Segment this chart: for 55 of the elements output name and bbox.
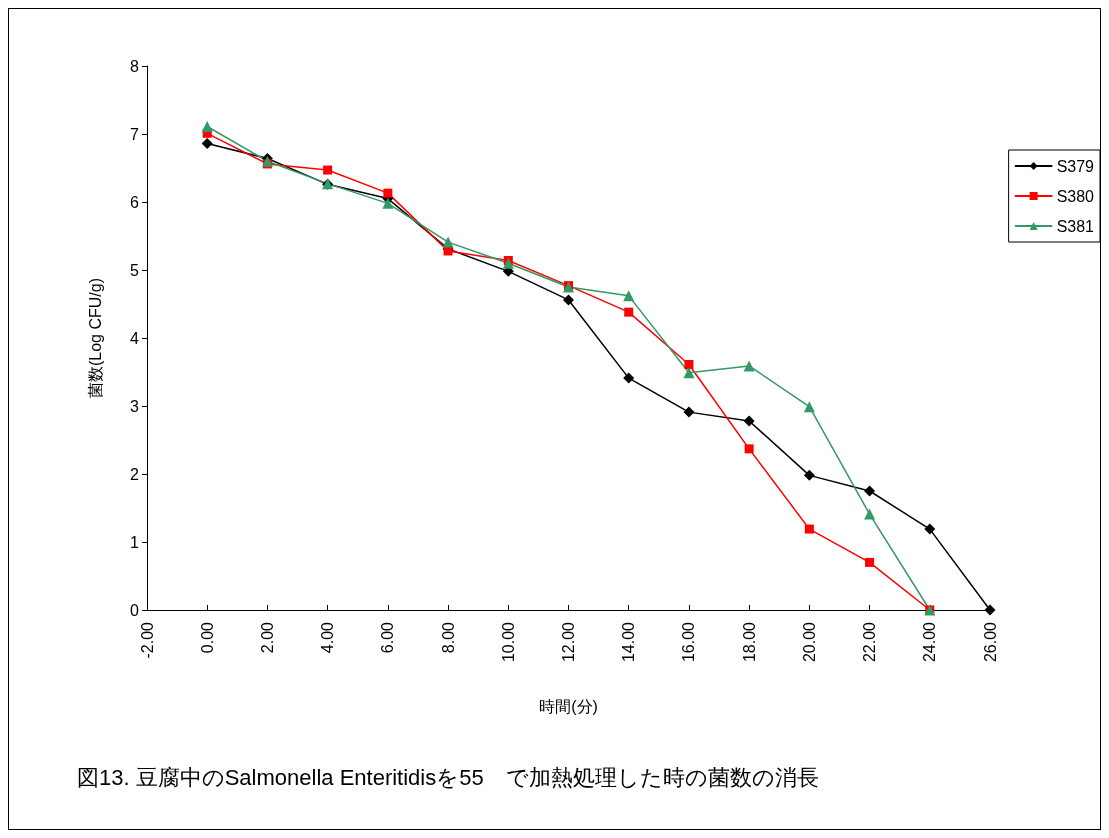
x-tick-label: -2.00 — [138, 621, 156, 659]
point — [864, 508, 876, 520]
x-tick-label: 2.00 — [258, 621, 276, 654]
point — [683, 406, 695, 418]
point — [383, 188, 393, 198]
x-tick-label: 12.00 — [560, 621, 577, 663]
x-tick-label: 8.00 — [439, 621, 457, 654]
x-tick-label: 14.00 — [620, 621, 638, 663]
point — [743, 360, 755, 372]
point — [623, 372, 635, 384]
x-tick-label: 16.00 — [680, 621, 698, 663]
legend-label: S380 — [1056, 187, 1095, 205]
point — [803, 401, 815, 413]
point — [382, 197, 394, 209]
y-tick-label: 7 — [130, 125, 140, 143]
point — [624, 307, 634, 317]
point — [502, 257, 514, 269]
y-tick-label: 5 — [130, 261, 140, 279]
point — [323, 165, 333, 175]
point — [924, 523, 936, 535]
y-tick-label: 6 — [130, 193, 140, 211]
y-tick-label: 3 — [130, 397, 140, 415]
point — [201, 138, 213, 150]
point — [744, 444, 754, 454]
point — [683, 367, 695, 379]
caption: 図13. 豆腐中のSalmonella Enteritidisを55 で加熱処理した時の菌数の消長 — [77, 764, 819, 790]
x-tick-label: 18.00 — [740, 621, 758, 663]
x-tick-label: 4.00 — [319, 621, 337, 654]
point — [984, 604, 996, 616]
x-tick-label: 20.00 — [800, 621, 818, 663]
legend-label: S379 — [1056, 157, 1095, 175]
y-axis-title: 菌数(Log CFU/g) — [86, 277, 104, 399]
point — [743, 415, 755, 427]
point — [442, 236, 454, 248]
x-tick-label: 22.00 — [861, 621, 879, 663]
legend-label: S381 — [1056, 217, 1095, 235]
y-tick-label: 2 — [130, 465, 140, 483]
point — [865, 557, 875, 567]
point — [623, 290, 635, 302]
x-axis-title: 時間(分) — [539, 697, 598, 715]
point — [684, 360, 694, 370]
x-tick-label: 0.00 — [198, 621, 216, 654]
point — [803, 469, 815, 481]
x-tick-label: 6.00 — [379, 621, 397, 654]
point — [864, 485, 876, 497]
point — [201, 121, 213, 133]
y-tick-label: 0 — [130, 601, 140, 619]
y-tick-label: 4 — [130, 329, 140, 347]
x-tick-label: 26.00 — [981, 621, 999, 663]
y-tick-label: 1 — [130, 533, 140, 551]
y-tick-label: 8 — [130, 57, 140, 75]
x-tick-label: 24.00 — [921, 621, 939, 663]
point — [563, 294, 574, 306]
x-tick-label: 10.00 — [499, 621, 517, 663]
point — [804, 524, 814, 534]
